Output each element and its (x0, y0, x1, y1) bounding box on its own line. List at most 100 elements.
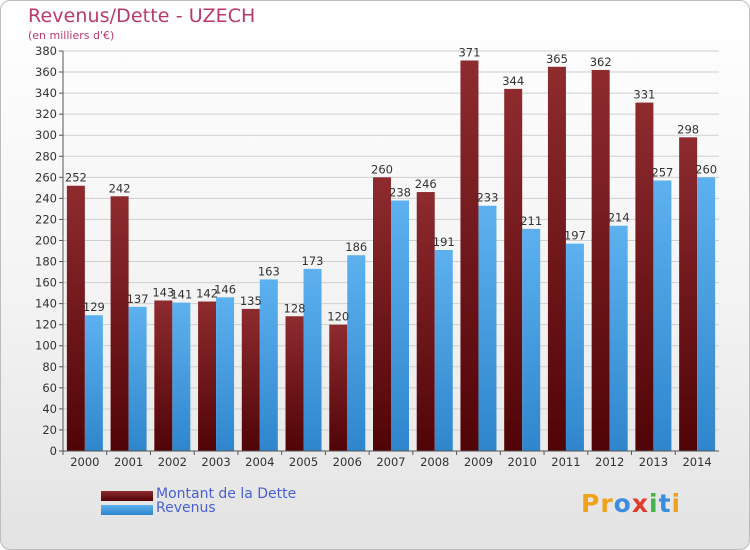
bar-revenus-label: 129 (83, 300, 105, 314)
bar-dette (373, 177, 391, 451)
bar-dette-label: 143 (152, 285, 174, 299)
bar-dette (285, 316, 304, 451)
logo-letter: i (671, 489, 682, 518)
x-tick-label: 2003 (201, 455, 230, 469)
x-tick-label: 2012 (595, 455, 624, 469)
y-tick-label: 200 (35, 233, 57, 247)
bar-dette (329, 324, 348, 451)
bar-revenus (216, 297, 235, 451)
bar-revenus-label: 197 (564, 229, 586, 243)
bar-revenus-label: 141 (170, 288, 192, 302)
x-tick-label: 2011 (551, 455, 580, 469)
bar-revenus-label: 238 (389, 185, 411, 199)
bar-dette (547, 66, 566, 451)
bar-dette-label: 331 (633, 88, 655, 102)
y-tick-label: 20 (42, 423, 57, 437)
y-tick-label: 240 (35, 191, 57, 205)
bar-dette (154, 300, 173, 451)
bar-dette-label: 242 (109, 181, 131, 195)
x-tick-label: 2013 (639, 455, 668, 469)
legend-swatch-dette (101, 491, 153, 501)
bar-revenus (653, 180, 672, 451)
bar-revenus-label: 173 (302, 254, 324, 268)
x-tick-label: 2010 (508, 455, 537, 469)
x-tick-label: 2006 (333, 455, 362, 469)
y-tick-label: 140 (35, 297, 57, 311)
x-tick-label: 2009 (464, 455, 493, 469)
legend-swatch-revenus (101, 505, 153, 515)
bar-dette (591, 69, 610, 452)
bar-dette-label: 298 (677, 122, 699, 136)
y-tick-label: 100 (35, 339, 57, 353)
bar-dette-label: 135 (240, 294, 262, 308)
bar-dette (504, 88, 523, 451)
bar-dette-label: 120 (327, 310, 349, 324)
logo-letter: x (631, 489, 649, 518)
x-tick-label: 2005 (289, 455, 318, 469)
bar-dette (460, 60, 479, 451)
logo-letter: r (600, 489, 614, 518)
bar-dette-label: 362 (590, 55, 612, 69)
y-tick-label: 160 (35, 276, 57, 290)
bar-dette (198, 301, 217, 451)
bar-revenus-label: 137 (127, 292, 149, 306)
bar-revenus (259, 279, 278, 451)
bar-dette-label: 252 (65, 171, 87, 185)
x-tick-label: 2004 (245, 455, 274, 469)
y-tick-label: 360 (35, 65, 57, 79)
bar-revenus (128, 306, 147, 451)
bar-dette (241, 308, 260, 451)
bar-revenus (347, 255, 366, 451)
bar-dette-label: 246 (415, 177, 437, 191)
x-tick-label: 2014 (682, 455, 711, 469)
bar-revenus (391, 200, 409, 451)
x-tick-label: 2007 (376, 455, 405, 469)
bar-revenus-label: 257 (651, 165, 673, 179)
x-tick-label: 2002 (158, 455, 187, 469)
bar-dette-label: 128 (284, 301, 306, 315)
bar-dette (635, 102, 654, 451)
y-tick-label: 260 (35, 170, 57, 184)
bar-revenus-label: 146 (214, 282, 236, 296)
x-tick-label: 2000 (70, 455, 99, 469)
y-tick-label: 120 (35, 318, 57, 332)
bar-dette-label: 371 (458, 45, 480, 59)
proxiti-logo: Proxiti (581, 489, 681, 518)
bar-dette (66, 185, 85, 451)
bar-revenus (172, 302, 191, 451)
bar-dette (679, 137, 698, 451)
bar-dette (416, 192, 435, 452)
bar-revenus-label: 163 (258, 264, 280, 278)
bar-revenus (434, 249, 453, 451)
y-tick-label: 180 (35, 255, 57, 269)
bar-dette-label: 142 (196, 287, 218, 301)
bar-dette-label: 365 (546, 52, 568, 66)
bar-revenus (84, 315, 103, 451)
y-tick-label: 380 (35, 44, 57, 58)
x-tick-label: 2001 (114, 455, 143, 469)
bar-revenus-label: 191 (433, 235, 455, 249)
bar-revenus-label: 214 (608, 211, 630, 225)
bar-revenus-label: 233 (476, 191, 498, 205)
chart-title: Revenus/Dette - UZECH (28, 5, 256, 27)
bar-dette-label: 344 (502, 74, 524, 88)
bar-revenus-label: 186 (345, 240, 367, 254)
chart-subtitle: (en milliers d'€) (28, 29, 115, 42)
bar-revenus-label: 211 (520, 214, 542, 228)
y-tick-label: 40 (42, 402, 57, 416)
bar-revenus (609, 225, 628, 451)
legend-label-dette: Montant de la Dette (156, 486, 297, 502)
bar-dette (110, 196, 129, 451)
y-tick-label: 300 (35, 128, 57, 142)
y-tick-label: 280 (35, 149, 57, 163)
bar-revenus-label: 260 (695, 162, 717, 176)
logo-letter: t (658, 489, 672, 518)
y-tick-label: 60 (42, 381, 57, 395)
x-tick-label: 2008 (420, 455, 449, 469)
axis-layer: 0 20 40 60 80 100 120 140 160 180 200 220 240 260 280 3… (35, 44, 719, 469)
bar-revenus (522, 228, 541, 451)
bar-layer (66, 60, 716, 452)
logo-letter: P (581, 489, 601, 518)
